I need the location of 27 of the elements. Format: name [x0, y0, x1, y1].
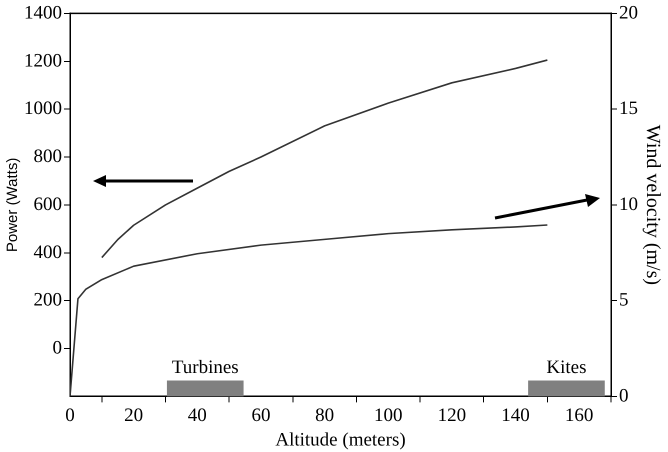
- annotation: Turbines: [172, 357, 239, 378]
- x-axis-title: Altitude (meters): [275, 430, 406, 451]
- y-tick-label: 1200: [24, 50, 62, 72]
- y2-tick-label: 0: [619, 385, 628, 406]
- y-tick-label: 1400: [24, 2, 62, 24]
- y-tick-label: 0: [52, 338, 62, 359]
- y2-tick-label: 10: [619, 194, 638, 215]
- y-tick-label: 400: [34, 242, 62, 263]
- y-tick-label: 1000: [24, 98, 62, 120]
- y2-tick-label: 5: [619, 290, 628, 311]
- x-tick-label: 0: [65, 404, 75, 426]
- x-tick-label: 40: [188, 404, 207, 426]
- y2-tick-label: 20: [619, 2, 638, 24]
- y-tick-label: 600: [34, 194, 62, 215]
- y-axis-title: Power (Watts): [4, 158, 22, 252]
- x-tick-label: 60: [251, 404, 270, 426]
- y2-tick-label: 15: [619, 98, 638, 120]
- x-tick-label: 140: [501, 404, 530, 426]
- x-tick-label: 120: [438, 404, 466, 426]
- x-tick-label: 100: [374, 404, 402, 426]
- y-tick-label: 800: [34, 146, 62, 168]
- y2-axis-title: Wind velocity (m/s): [642, 124, 664, 286]
- x-tick-label: 20: [124, 404, 144, 426]
- x-tick-label: 80: [315, 404, 334, 426]
- y-tick-label: 200: [34, 290, 62, 311]
- annotation: Kites: [546, 357, 586, 378]
- x-tick-label: 160: [564, 404, 594, 426]
